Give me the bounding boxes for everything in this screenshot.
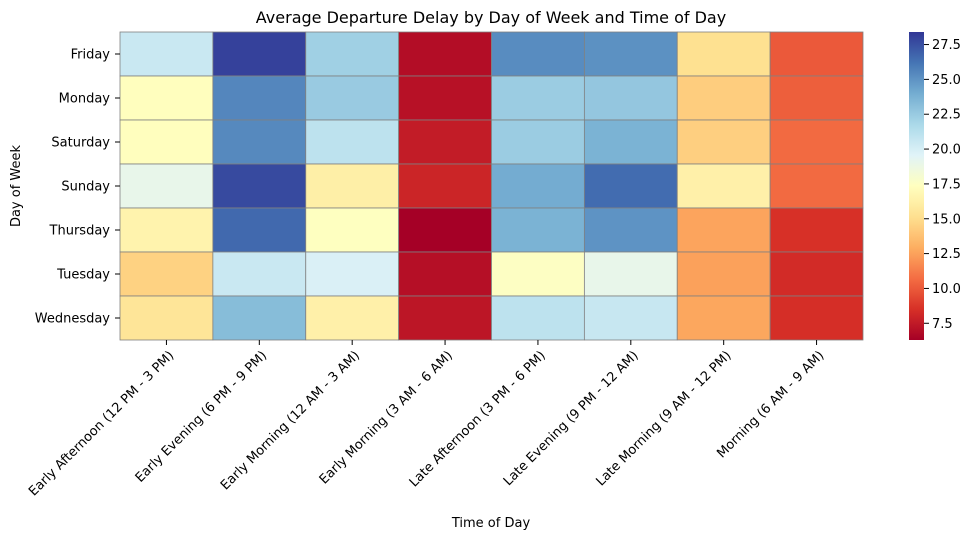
heatmap-cell — [212, 75, 307, 121]
x-tick-label: Morning (6 AM - 9 AM) — [714, 348, 827, 461]
colorbar-tick-label: 7.5 — [932, 317, 953, 332]
heatmap-cell — [398, 251, 492, 297]
y-tick-label: Tuesday — [56, 268, 110, 283]
heatmap-cell — [119, 207, 214, 253]
heatmap-cell — [769, 119, 864, 165]
heatmap-cell — [583, 119, 678, 165]
colorbar-tick-label: 17.5 — [932, 177, 961, 192]
heatmap-cell — [119, 119, 214, 165]
heatmap-cell — [769, 31, 864, 77]
y-tick-label: Friday — [71, 48, 111, 63]
heatmap-cell — [769, 295, 864, 341]
heatmap-cell — [583, 207, 678, 253]
heatmap-cell — [583, 163, 678, 209]
heatmap-cell — [398, 119, 492, 165]
heatmap-cell — [676, 163, 771, 209]
colorbar-tick-label: 15.0 — [932, 212, 961, 227]
heatmap-cell — [491, 31, 585, 77]
chart-title: Average Departure Delay by Day of Week a… — [256, 8, 726, 27]
heatmap-cell — [769, 251, 864, 297]
heatmap-cell — [398, 163, 492, 209]
heatmap-cell — [119, 31, 214, 77]
heatmap-cell — [676, 75, 771, 121]
heatmap-cell — [212, 295, 307, 341]
heatmap-cell — [491, 295, 585, 341]
heatmap-cell — [305, 31, 400, 77]
heatmap-cell — [583, 31, 678, 77]
x-axis-label: Time of Day — [451, 516, 531, 531]
heatmap-cell — [212, 251, 307, 297]
colorbar-tick-label: 22.5 — [932, 108, 961, 123]
colorbar-gradient — [909, 32, 924, 340]
colorbar: 7.5 10.0 12.5 15.0 17.5 20.0 22.5 25.0 27.5 — [909, 32, 961, 340]
heatmap-cell — [769, 163, 864, 209]
y-tick-label: Monday — [59, 92, 111, 107]
x-tick-labels: Early Afternoon (12 PM - 3 PM)Early Even… — [26, 340, 827, 499]
heatmap-cell — [491, 207, 585, 253]
heatmap-cell — [119, 295, 214, 341]
heatmap-cell — [676, 295, 771, 341]
heatmap-cells — [119, 31, 864, 341]
heatmap-cell — [398, 75, 492, 121]
heatmap-cell — [212, 163, 307, 209]
heatmap-cell — [119, 251, 214, 297]
heatmap-cell — [212, 207, 307, 253]
heatmap-cell — [676, 119, 771, 165]
heatmap-cell — [769, 75, 864, 121]
heatmap-cell — [398, 31, 492, 77]
heatmap-cell — [305, 207, 400, 253]
heatmap-cell — [583, 75, 678, 121]
heatmap-cell — [212, 119, 307, 165]
y-tick-label: Saturday — [51, 136, 110, 151]
heatmap-cell — [769, 207, 864, 253]
y-tick-label: Thursday — [49, 224, 111, 239]
y-tick-label: Sunday — [61, 180, 110, 195]
y-axis-label: Day of Week — [9, 144, 24, 227]
y-tick-labels: Friday Monday Saturday Sunday Thursday Tuesda… — [35, 48, 120, 327]
heatmap-cell — [119, 163, 214, 209]
colorbar-tick-label: 20.0 — [932, 143, 961, 158]
heatmap-cell — [583, 295, 678, 341]
heatmap-cell — [305, 251, 400, 297]
heatmap-cell — [305, 295, 400, 341]
heatmap-cell — [398, 207, 492, 253]
heatmap-cell — [305, 119, 400, 165]
heatmap-cell — [491, 251, 585, 297]
heatmap-cell — [676, 251, 771, 297]
x-tick-label: Early Afternoon (12 PM - 3 PM) — [26, 348, 177, 499]
heatmap-cell — [212, 31, 307, 77]
heatmap-cell — [491, 119, 585, 165]
colorbar-tick-label: 12.5 — [932, 247, 961, 262]
heatmap-cell — [676, 31, 771, 77]
y-tick-label: Wednesday — [35, 312, 111, 327]
heatmap-cell — [305, 163, 400, 209]
heatmap-cell — [119, 75, 214, 121]
colorbar-tick-label: 25.0 — [932, 73, 961, 88]
heatmap-cell — [491, 163, 585, 209]
heatmap-cell — [305, 75, 400, 121]
heatmap-cell — [583, 251, 678, 297]
heatmap-cell — [491, 75, 585, 121]
colorbar-tick-label: 27.5 — [932, 38, 961, 53]
heatmap-cell — [398, 295, 492, 341]
heatmap-cell — [676, 207, 771, 253]
colorbar-tick-label: 10.0 — [932, 282, 961, 297]
